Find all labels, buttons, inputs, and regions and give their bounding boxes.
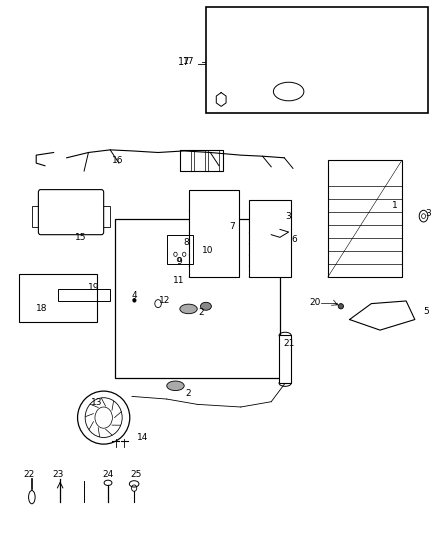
Text: 15: 15	[75, 233, 87, 242]
Ellipse shape	[279, 332, 291, 338]
Bar	[302, 12, 380, 60]
Text: 17: 17	[178, 58, 191, 67]
Text: 20: 20	[309, 298, 321, 307]
Text: 8: 8	[184, 238, 189, 247]
Bar	[58, 289, 110, 301]
Text: 13: 13	[91, 398, 102, 407]
Bar	[167, 235, 193, 264]
Bar	[208, 150, 219, 171]
Text: 18: 18	[36, 304, 48, 313]
Text: 5: 5	[423, 307, 429, 316]
Text: 3: 3	[286, 212, 292, 221]
Text: 24: 24	[102, 470, 113, 479]
Bar	[215, 22, 267, 60]
Text: 21: 21	[283, 339, 294, 348]
Bar	[250, 200, 291, 277]
Text: 3: 3	[425, 209, 431, 218]
Text: 2: 2	[199, 308, 205, 317]
Text: 23: 23	[52, 470, 64, 479]
Text: 22: 22	[23, 470, 35, 479]
Bar	[371, 86, 415, 108]
Bar	[328, 160, 402, 277]
Text: 4: 4	[131, 290, 137, 300]
Bar	[194, 150, 205, 171]
Text: 9: 9	[176, 257, 182, 265]
FancyBboxPatch shape	[39, 190, 104, 235]
Text: ●: ●	[132, 297, 137, 302]
Bar	[32, 206, 45, 227]
Text: 14: 14	[137, 433, 148, 442]
Bar	[19, 274, 97, 322]
Text: 19: 19	[88, 283, 100, 292]
Text: 1: 1	[392, 201, 398, 210]
Bar	[102, 206, 110, 227]
Bar	[115, 219, 280, 378]
Text: 25: 25	[131, 470, 142, 479]
Bar	[188, 190, 239, 277]
Text: 7: 7	[229, 222, 235, 231]
Ellipse shape	[180, 304, 197, 314]
Bar	[279, 335, 291, 383]
Ellipse shape	[338, 304, 343, 309]
Text: 2: 2	[186, 389, 191, 398]
Text: 16: 16	[112, 156, 124, 165]
Bar	[180, 150, 223, 171]
Bar	[206, 7, 428, 113]
Text: 6: 6	[291, 236, 297, 245]
Bar	[371, 49, 410, 76]
Text: 11: 11	[173, 276, 185, 285]
Text: 12: 12	[159, 296, 170, 305]
Text: 10: 10	[202, 246, 214, 255]
Ellipse shape	[201, 302, 212, 310]
Ellipse shape	[167, 381, 184, 391]
Text: 17: 17	[183, 58, 194, 66]
Bar	[180, 150, 191, 171]
Ellipse shape	[279, 380, 291, 386]
